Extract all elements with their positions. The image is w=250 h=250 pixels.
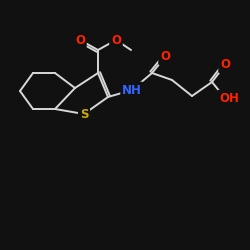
Text: S: S bbox=[80, 108, 88, 120]
Text: NH: NH bbox=[122, 84, 142, 96]
Text: OH: OH bbox=[219, 92, 239, 104]
Text: O: O bbox=[111, 34, 121, 46]
Text: O: O bbox=[220, 58, 230, 71]
Text: O: O bbox=[160, 50, 170, 64]
Text: O: O bbox=[75, 34, 85, 46]
